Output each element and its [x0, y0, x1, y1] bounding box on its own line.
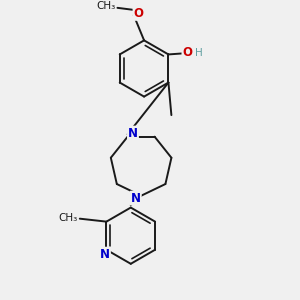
- Text: CH₃: CH₃: [97, 1, 116, 11]
- Text: N: N: [131, 192, 141, 205]
- Text: O: O: [182, 46, 192, 59]
- Text: N: N: [100, 248, 110, 261]
- Text: CH₃: CH₃: [58, 213, 77, 223]
- Text: H: H: [195, 48, 203, 58]
- Text: N: N: [128, 127, 138, 140]
- Text: O: O: [133, 7, 143, 20]
